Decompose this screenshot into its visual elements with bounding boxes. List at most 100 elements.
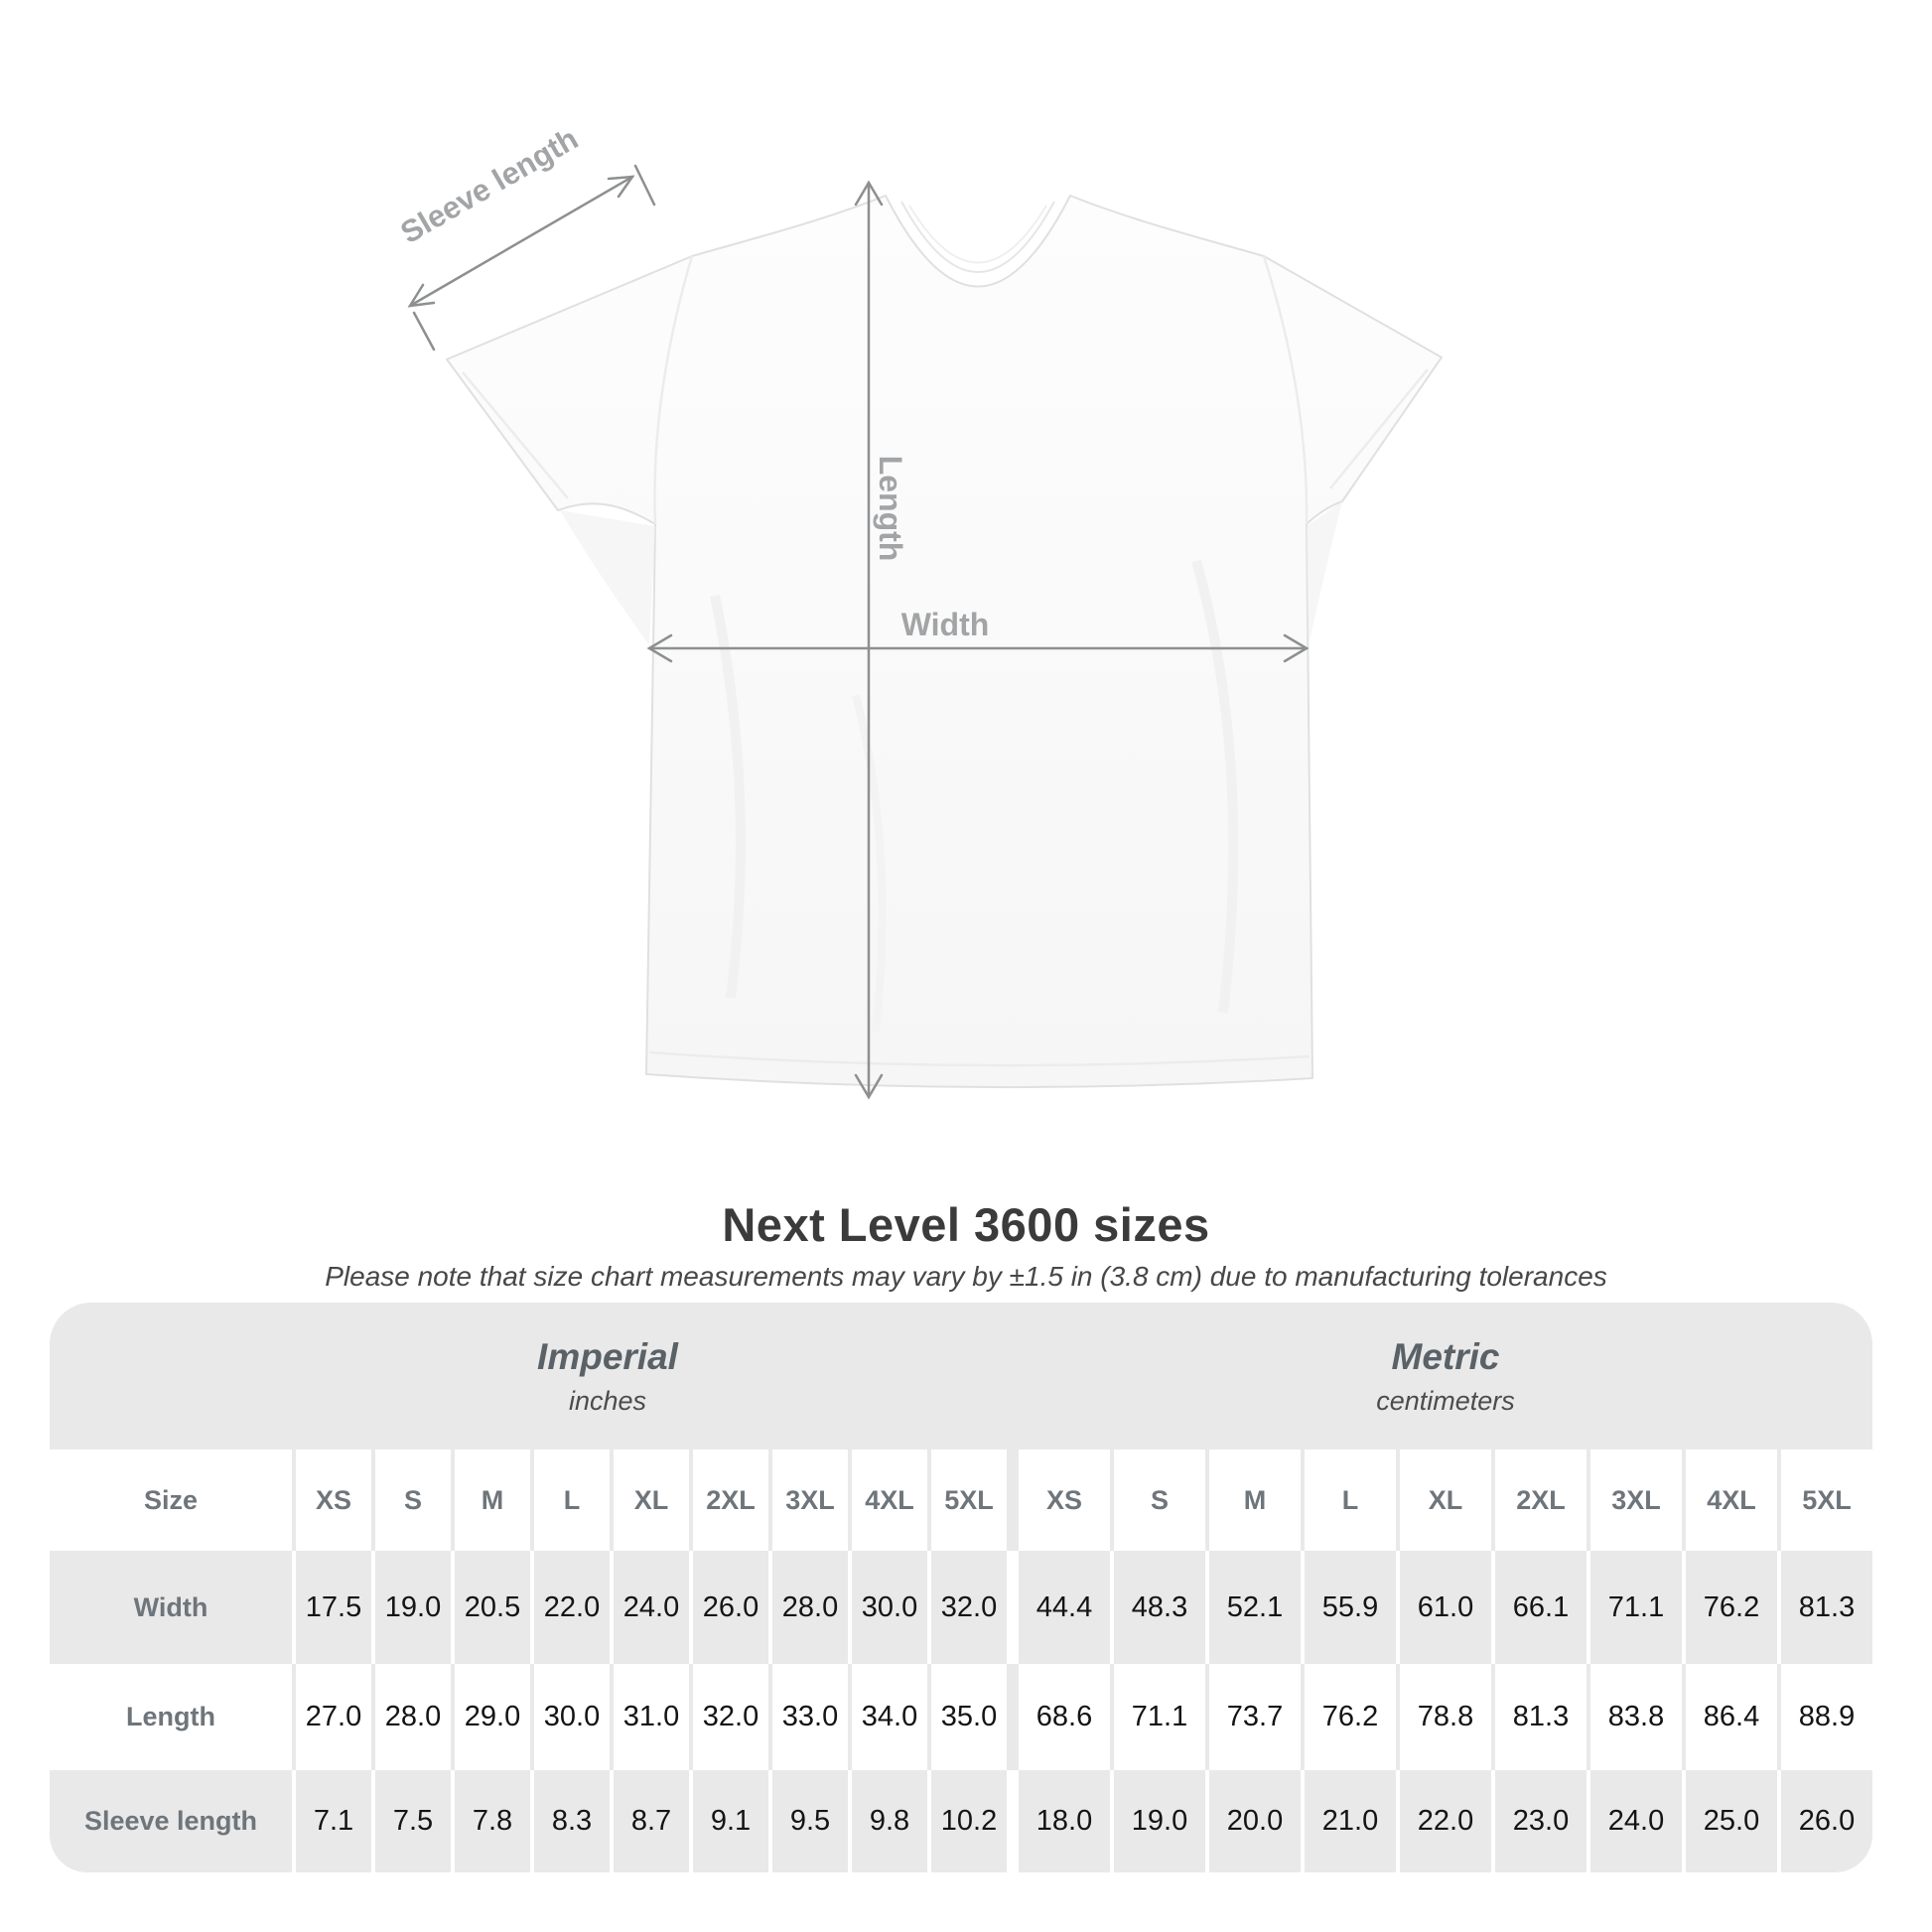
table-cell: 31.0 <box>614 1664 689 1770</box>
size-label-cell: Size <box>50 1449 292 1551</box>
table-cell: 68.6 <box>1019 1664 1110 1770</box>
row-label: Sleeve length <box>50 1770 292 1872</box>
table-cell: 88.9 <box>1781 1664 1872 1770</box>
table-row: Length 27.0 28.0 29.0 30.0 31.0 32.0 33.0 34.0 35… <box>50 1664 1872 1770</box>
table-cell: 55.9 <box>1305 1551 1396 1664</box>
column-header-imperial-xl: XL <box>614 1449 689 1551</box>
table-cell: 71.1 <box>1114 1664 1205 1770</box>
table-cell: 9.8 <box>852 1770 927 1872</box>
imperial-header: Imperial inches <box>50 1303 1007 1449</box>
page-title: Next Level 3600 sizes <box>722 1198 1210 1251</box>
column-divider <box>1011 1551 1015 1664</box>
table-cell: 34.0 <box>852 1664 927 1770</box>
size-header-row: Size XS S M L XL 2XL 3XL 4XL 5XL XS S M L XL 2XL 3XL 4XL 5… <box>50 1449 1872 1551</box>
column-header-imperial-xs: XS <box>296 1449 371 1551</box>
table-cell: 22.0 <box>1400 1770 1491 1872</box>
table-cell: 7.5 <box>375 1770 451 1872</box>
imperial-unit: inches <box>568 1385 647 1416</box>
table-cell: 83.8 <box>1590 1664 1682 1770</box>
column-header-metric-xl: XL <box>1400 1449 1491 1551</box>
table-cell: 73.7 <box>1209 1664 1301 1770</box>
table-cell: 71.1 <box>1590 1551 1682 1664</box>
size-table: Imperial inches Metric centimeters Size X… <box>50 1303 1872 1872</box>
width-label: Width <box>901 607 990 642</box>
table-cell: 81.3 <box>1781 1551 1872 1664</box>
table-cell: 21.0 <box>1305 1770 1396 1872</box>
row-label: Width <box>50 1551 292 1664</box>
column-header-imperial-5xl: 5XL <box>931 1449 1007 1551</box>
table-cell: 22.0 <box>534 1551 610 1664</box>
table-cell: 29.0 <box>455 1664 530 1770</box>
table-cell: 8.3 <box>534 1770 610 1872</box>
page-subtitle: Please note that size chart measurements… <box>325 1261 1607 1292</box>
table-cell: 17.5 <box>296 1551 371 1664</box>
table-cell: 10.2 <box>931 1770 1007 1872</box>
column-header-imperial-3xl: 3XL <box>772 1449 848 1551</box>
column-divider <box>1011 1770 1015 1872</box>
column-header-metric-xs: XS <box>1019 1449 1110 1551</box>
table-cell: 19.0 <box>375 1551 451 1664</box>
metric-title: Metric <box>1391 1335 1500 1377</box>
table-cell: 26.0 <box>1781 1770 1872 1872</box>
length-label: Length <box>873 456 908 562</box>
table-cell: 27.0 <box>296 1664 371 1770</box>
table-cell: 9.5 <box>772 1770 848 1872</box>
table-cell: 32.0 <box>931 1551 1007 1664</box>
metric-header: Metric centimeters <box>1019 1303 1872 1449</box>
table-cell: 20.5 <box>455 1551 530 1664</box>
sleeve-length-arrow <box>407 164 656 351</box>
table-cell: 23.0 <box>1495 1770 1587 1872</box>
column-header-metric-s: S <box>1114 1449 1205 1551</box>
column-header-imperial-s: S <box>375 1449 451 1551</box>
table-cell: 28.0 <box>375 1664 451 1770</box>
table-cell: 44.4 <box>1019 1551 1110 1664</box>
table-cell: 33.0 <box>772 1664 848 1770</box>
column-divider <box>1011 1449 1015 1551</box>
column-header-metric-l: L <box>1305 1449 1396 1551</box>
table-cell: 30.0 <box>852 1551 927 1664</box>
table-cell: 7.8 <box>455 1770 530 1872</box>
table-cell: 35.0 <box>931 1664 1007 1770</box>
table-row: Width 17.5 19.0 20.5 22.0 24.0 26.0 28.0 30.0 32.… <box>50 1551 1872 1664</box>
table-cell: 52.1 <box>1209 1551 1301 1664</box>
table-cell: 61.0 <box>1400 1551 1491 1664</box>
table-cell: 25.0 <box>1686 1770 1777 1872</box>
column-header-imperial-2xl: 2XL <box>693 1449 768 1551</box>
column-header-imperial-l: L <box>534 1449 610 1551</box>
table-cell: 81.3 <box>1495 1664 1587 1770</box>
column-header-metric-4xl: 4XL <box>1686 1449 1777 1551</box>
table-cell: 86.4 <box>1686 1664 1777 1770</box>
table-unit-header: Imperial inches Metric centimeters <box>50 1303 1872 1449</box>
column-header-imperial-m: M <box>455 1449 530 1551</box>
table-cell: 20.0 <box>1209 1770 1301 1872</box>
table-cell: 66.1 <box>1495 1551 1587 1664</box>
sleeve-length-label: Sleeve length <box>394 121 584 250</box>
column-header-metric-3xl: 3XL <box>1590 1449 1682 1551</box>
tshirt-measurement-diagram: Sleeve length Length Width <box>394 121 1443 1100</box>
table-cell: 8.7 <box>614 1770 689 1872</box>
table-rows: Size XS S M L XL 2XL 3XL 4XL 5XL XS S M L XL 2XL 3XL 4XL 5… <box>50 1449 1872 1872</box>
width-arrow <box>646 633 1310 663</box>
table-cell: 7.1 <box>296 1770 371 1872</box>
metric-unit: centimeters <box>1376 1385 1515 1416</box>
column-header-metric-m: M <box>1209 1449 1301 1551</box>
length-arrow <box>854 180 884 1100</box>
table-cell: 76.2 <box>1686 1551 1777 1664</box>
table-cell: 9.1 <box>693 1770 768 1872</box>
table-cell: 48.3 <box>1114 1551 1205 1664</box>
table-cell: 26.0 <box>693 1551 768 1664</box>
table-cell: 19.0 <box>1114 1770 1205 1872</box>
column-divider <box>1011 1664 1015 1770</box>
column-header-imperial-4xl: 4XL <box>852 1449 927 1551</box>
table-cell: 30.0 <box>534 1664 610 1770</box>
table-cell: 32.0 <box>693 1664 768 1770</box>
column-header-metric-5xl: 5XL <box>1781 1449 1872 1551</box>
imperial-title: Imperial <box>537 1335 678 1377</box>
table-cell: 28.0 <box>772 1551 848 1664</box>
table-cell: 24.0 <box>1590 1770 1682 1872</box>
table-cell: 18.0 <box>1019 1770 1110 1872</box>
table-row: Sleeve length 7.1 7.5 7.8 8.3 8.7 9.1 9.5 9.8 10.… <box>50 1770 1872 1872</box>
row-label: Length <box>50 1664 292 1770</box>
table-cell: 24.0 <box>614 1551 689 1664</box>
